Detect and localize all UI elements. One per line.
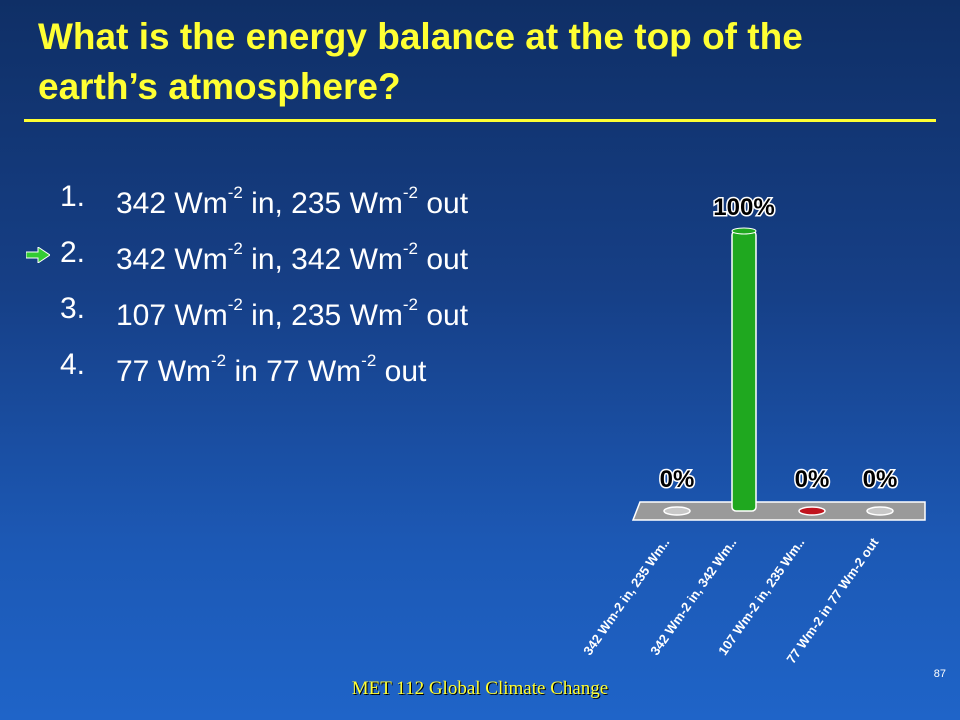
chart-floor xyxy=(631,501,926,521)
option-text: 342 Wm-2 in, 235 Wm-2 out xyxy=(116,183,469,220)
option-text: 342 Wm-2 in, 342 Wm-2 out xyxy=(116,239,469,276)
chart-data-label: 0% xyxy=(660,466,695,493)
correct-answer-arrow-icon xyxy=(26,247,50,263)
chart-data-label: 0% xyxy=(863,466,898,493)
slide-footer: MET 112 Global Climate Change xyxy=(351,678,609,699)
page-number: 87 xyxy=(933,668,946,680)
title-divider xyxy=(24,119,936,122)
option-number: 3. xyxy=(60,292,86,325)
chart-bar xyxy=(798,506,826,516)
slide-title: What is the energy balance at the top of… xyxy=(38,16,803,107)
option-number: 1. xyxy=(60,180,86,213)
option-text: 77 Wm-2 in 77 Wm-2 out xyxy=(116,351,427,388)
chart-data-label: 0% xyxy=(795,466,830,493)
chart-bar xyxy=(866,506,894,516)
option-number: 4. xyxy=(60,348,86,381)
chart-data-label: 100% xyxy=(713,194,774,221)
chart-bar xyxy=(731,230,757,512)
option-text: 107 Wm-2 in, 235 Wm-2 out xyxy=(116,295,469,332)
response-chart: 0%342 Wm-2 in, 235 Wm..100%342 Wm-2 in, … xyxy=(580,193,926,666)
chart-bar xyxy=(663,506,691,516)
chart-bar-top xyxy=(731,227,757,235)
option-number: 2. xyxy=(60,236,86,269)
